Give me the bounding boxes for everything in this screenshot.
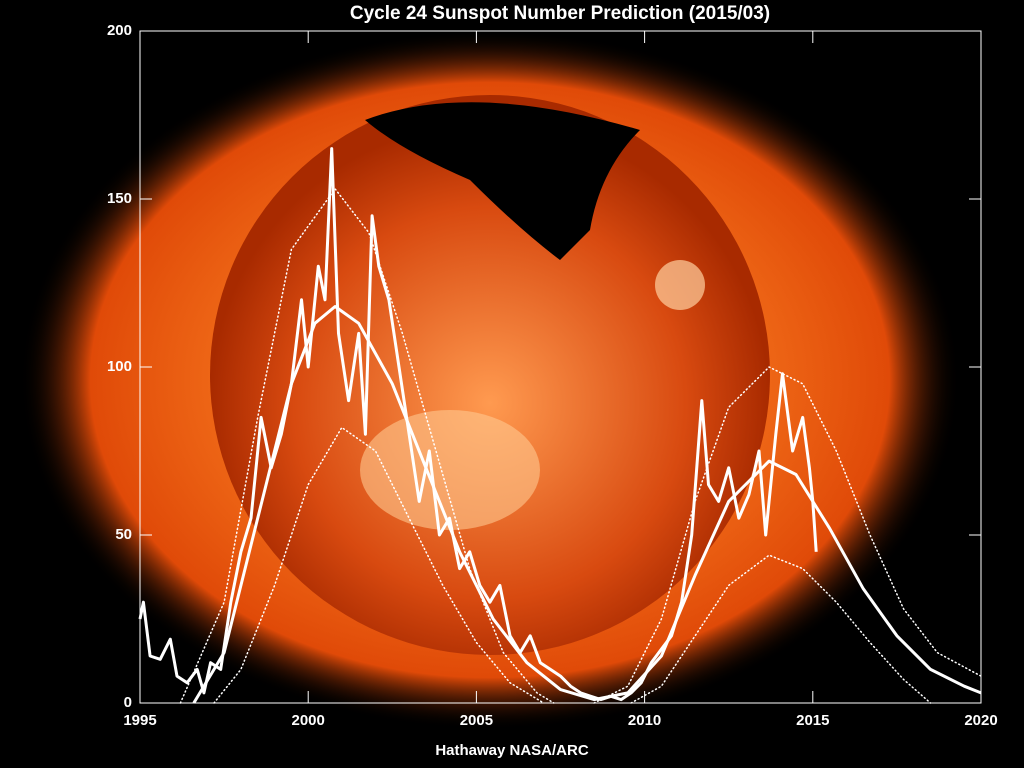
- x-tick-label: 2020: [964, 712, 997, 729]
- y-tick-label: 100: [107, 358, 132, 375]
- y-tick-label: 150: [107, 190, 132, 207]
- x-tick-label: 2015: [796, 712, 829, 729]
- x-tick-label: 2010: [628, 712, 661, 729]
- footer: Hathaway NASA/ARC: [435, 742, 589, 759]
- line-series: [179, 188, 982, 704]
- sun-background: [20, 30, 960, 730]
- line-series: [213, 426, 932, 704]
- y-tick-label: 200: [107, 22, 132, 39]
- line-series: [192, 305, 982, 704]
- x-tick-label: 1995: [123, 712, 156, 729]
- y-tick-label: 50: [115, 526, 132, 543]
- line-series: [138, 147, 818, 702]
- chart-title: Cycle 24 Sunspot Number Prediction (2015…: [350, 3, 770, 24]
- x-tick-label: 2005: [460, 712, 493, 729]
- y-tick-label: 0: [124, 694, 132, 711]
- x-tick-label: 2000: [292, 712, 325, 729]
